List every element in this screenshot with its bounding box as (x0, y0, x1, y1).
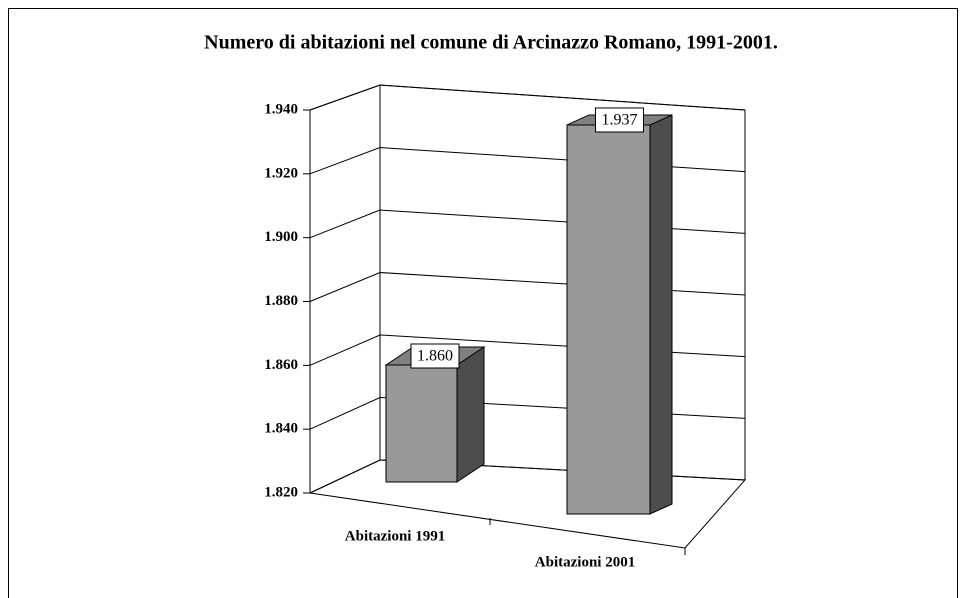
grid-line (309, 334, 746, 366)
value-label-box (410, 343, 460, 369)
grid-line (309, 459, 746, 494)
value-label: 1.937 (602, 112, 638, 129)
bar (385, 364, 458, 483)
x-tick-label: Abitazioni 2001 (535, 554, 635, 570)
chart-title: Numero di abitazioni nel comune di Arcin… (204, 32, 778, 54)
y-tick-label: 1.920 (264, 165, 298, 181)
grid-line (309, 209, 746, 239)
x-tick-label: Abitazioni 1991 (345, 528, 445, 544)
y-tick-label: 1.820 (264, 484, 298, 500)
bar-side (456, 346, 485, 483)
chart-frame (8, 8, 958, 598)
y-tick-label: 1.900 (264, 229, 298, 245)
y-tick-label: 1.840 (264, 421, 298, 437)
y-tick-label: 1.940 (264, 101, 298, 117)
grid-line (309, 146, 746, 175)
y-tick-label: 1.880 (264, 293, 298, 309)
grid-line (309, 396, 746, 430)
walls (309, 84, 746, 480)
value-label-box (595, 107, 644, 133)
value-label: 1.860 (417, 348, 453, 365)
y-tick-label: 1.860 (264, 357, 298, 373)
grid-line (309, 271, 746, 302)
bar-side (649, 114, 673, 515)
grid-line (309, 84, 746, 111)
bar (566, 124, 651, 515)
